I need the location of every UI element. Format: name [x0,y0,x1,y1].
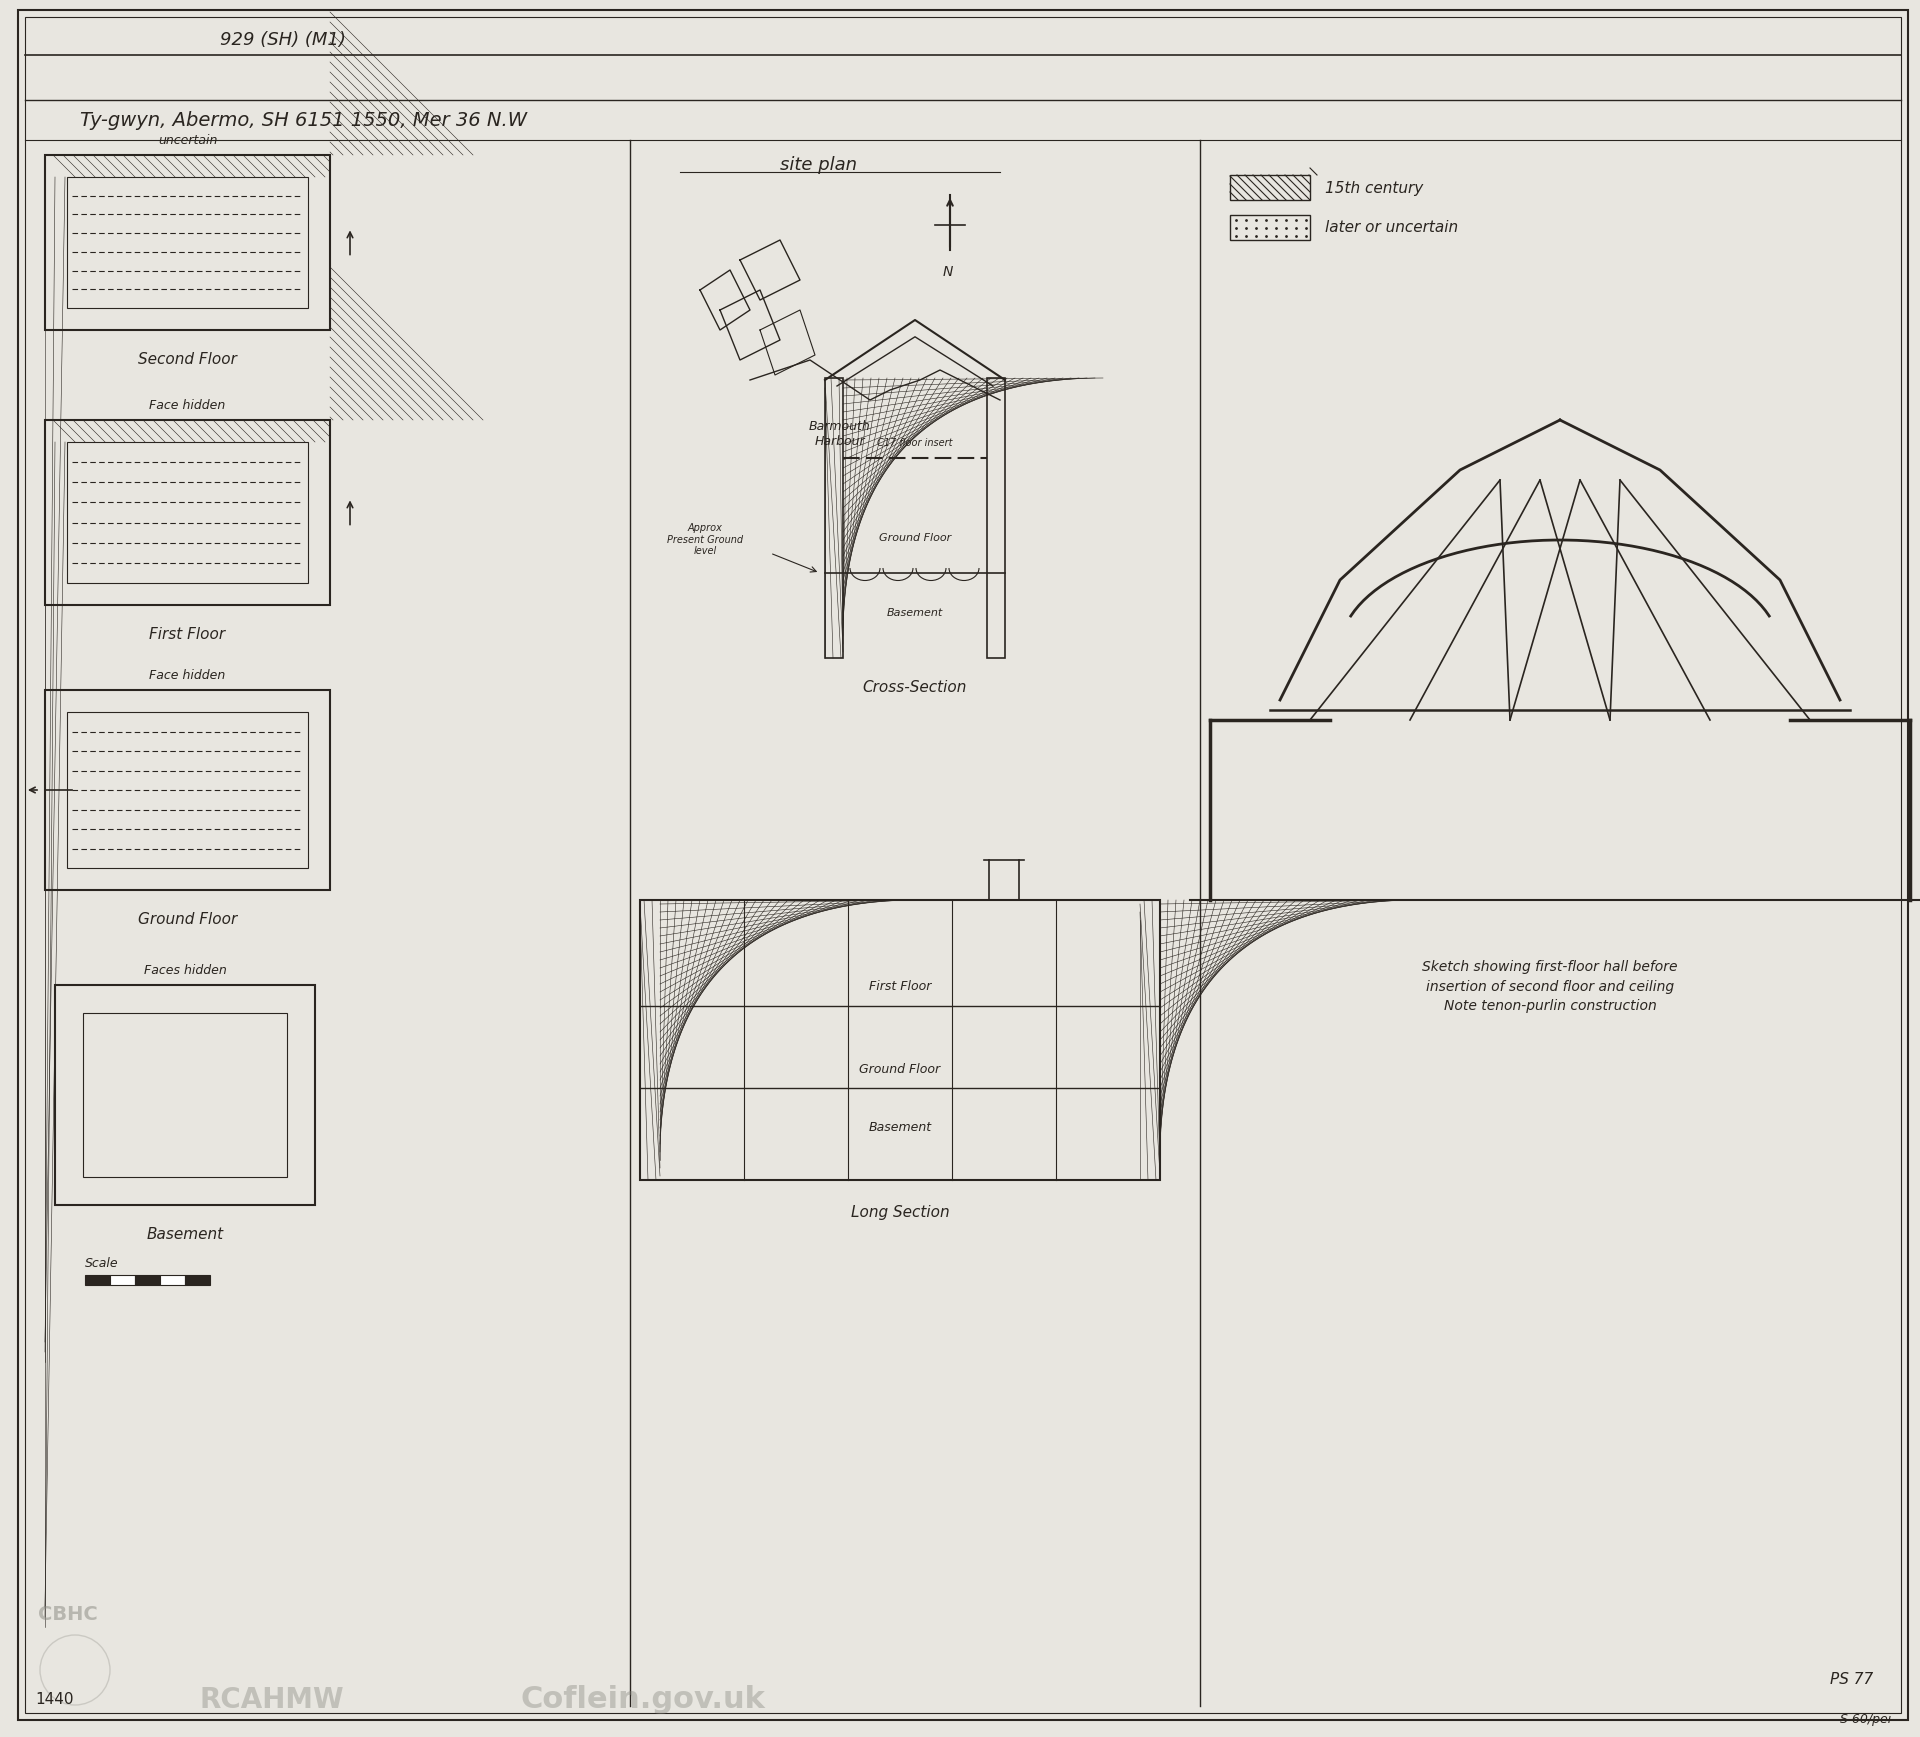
Text: Approx
Present Ground
level: Approx Present Ground level [666,523,743,556]
Bar [159,1275,184,1285]
Bar [826,379,843,658]
Text: Barmouth
Harbour: Barmouth Harbour [808,420,872,448]
Bar [987,379,1004,658]
Text: Face hidden: Face hidden [150,669,227,683]
Text: site plan: site plan [780,156,856,174]
Bar [1231,215,1309,240]
Text: uncertain: uncertain [157,134,217,148]
Bar [67,712,307,868]
Bar [84,1275,109,1285]
Bar [56,985,315,1205]
Text: 929 (SH) (M1): 929 (SH) (M1) [221,31,346,49]
Text: Face hidden: Face hidden [150,400,227,412]
Bar [44,155,330,330]
Text: Ground Floor: Ground Floor [860,1063,941,1077]
Text: Cross-Section: Cross-Section [862,679,968,695]
Text: Long Section: Long Section [851,1205,948,1219]
Text: Basement: Basement [887,608,943,618]
Text: 15th century: 15th century [1325,181,1423,196]
Text: PS 77: PS 77 [1830,1673,1874,1688]
Text: First Floor: First Floor [870,980,931,994]
Text: 1440: 1440 [35,1692,73,1707]
Bar [83,1013,286,1178]
Bar [67,441,307,584]
Text: Second Floor: Second Floor [138,353,236,367]
Text: First Floor: First Floor [150,627,225,643]
Text: S 60/pei: S 60/pei [1839,1713,1891,1727]
Bar [67,177,307,307]
Bar [134,1275,159,1285]
Text: Ground Floor: Ground Floor [138,912,238,928]
Text: Basement: Basement [146,1226,223,1242]
Text: C17 floor insert: C17 floor insert [877,438,952,448]
Text: Ground Floor: Ground Floor [879,533,950,544]
Text: Ty-gwyn, Abermo, SH 6151 1550, Mer 36 N.W: Ty-gwyn, Abermo, SH 6151 1550, Mer 36 N.… [81,111,526,130]
Text: later or uncertain: later or uncertain [1325,221,1457,236]
Bar [184,1275,209,1285]
Text: RCAHMW: RCAHMW [200,1687,344,1714]
Bar [44,690,330,889]
Text: Coflein.gov.uk: Coflein.gov.uk [520,1685,764,1714]
Text: Basement: Basement [868,1120,931,1134]
Text: N: N [943,266,954,280]
Bar [44,420,330,604]
Bar [109,1275,134,1285]
Text: Sketch showing first-floor hall before
insertion of second floor and ceiling
Not: Sketch showing first-floor hall before i… [1423,961,1678,1013]
Text: Faces hidden: Faces hidden [144,964,227,976]
Text: CBHC: CBHC [38,1605,98,1624]
Bar [639,900,1160,1179]
Bar [1231,175,1309,200]
Text: Scale: Scale [84,1258,119,1270]
